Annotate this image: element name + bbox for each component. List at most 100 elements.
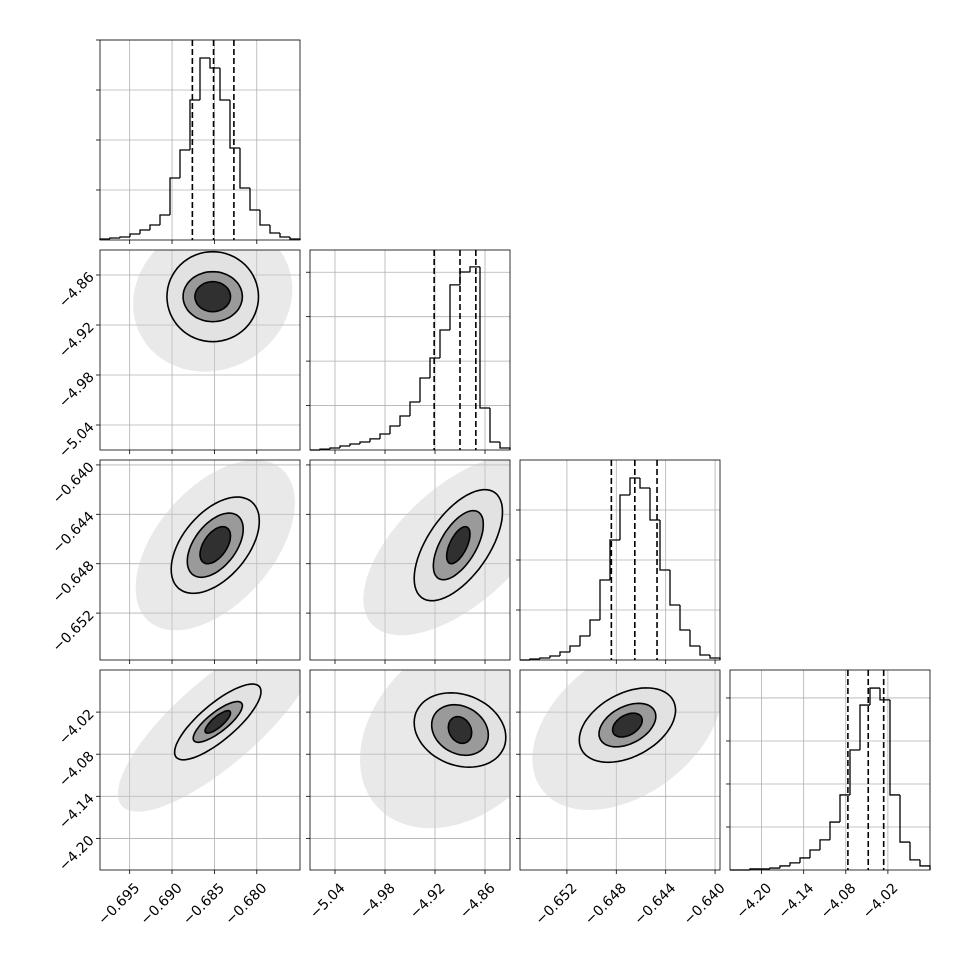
hist-bin	[429, 357, 440, 378]
x-tick-label: −4.20	[734, 880, 776, 922]
density	[360, 670, 510, 829]
contour	[447, 715, 473, 745]
hist-bin	[439, 329, 450, 358]
x-tick-label: −0.652	[533, 880, 581, 928]
hist-bin	[699, 646, 710, 656]
hist-bin	[689, 630, 700, 647]
y-tick-label: −4.92	[56, 319, 98, 361]
hist-bin	[339, 445, 350, 448]
hist-bin	[239, 148, 250, 189]
hist-bin	[649, 488, 660, 521]
density	[117, 670, 300, 812]
hist-bin	[819, 839, 830, 850]
hist-bin	[499, 442, 511, 450]
hist-bin	[659, 520, 670, 571]
hist-bin	[489, 408, 500, 443]
x-tick-label: −0.640	[681, 880, 729, 928]
hist-bin	[359, 441, 370, 444]
hist-bin	[669, 570, 680, 606]
density	[133, 250, 293, 372]
hist-bin	[139, 229, 150, 234]
contour	[194, 280, 232, 313]
x-tick-label: −0.648	[582, 880, 630, 928]
hist-bin	[569, 645, 580, 652]
hist-bin	[399, 415, 410, 426]
hist-bin	[449, 284, 460, 330]
x-tick-label: −4.08	[818, 880, 860, 922]
y-tick-label: −5.04	[56, 419, 98, 461]
panel-frame	[729, 669, 931, 871]
hist-bin	[409, 401, 420, 416]
contour	[199, 525, 232, 565]
x-tick-label: −4.92	[407, 880, 449, 922]
y-tick-label: −4.08	[56, 749, 98, 791]
contour	[445, 525, 471, 565]
hist-bin	[899, 794, 910, 843]
hist-bin	[869, 687, 880, 706]
hist-bin	[579, 635, 590, 646]
hist-bin	[629, 477, 640, 495]
hist-bin	[419, 377, 430, 402]
hist-bin	[269, 225, 280, 234]
y-tick-label: −0.644	[50, 509, 98, 557]
hist-bin	[179, 149, 190, 178]
hist-bin	[379, 433, 390, 439]
hist-bin	[559, 651, 570, 656]
panel-frame	[99, 459, 301, 661]
y-tick-label: −4.20	[56, 833, 98, 875]
x-tick-label: −4.86	[457, 880, 499, 922]
hist-bin	[159, 214, 170, 225]
hist-bin	[479, 266, 490, 409]
hist-bin	[679, 605, 690, 631]
density	[135, 460, 295, 631]
hist-bin	[109, 237, 120, 239]
x-tick-label: −4.02	[860, 880, 902, 922]
hist-bin	[349, 443, 360, 446]
hist-bin	[199, 57, 210, 100]
panel-frame	[99, 669, 301, 871]
hist-bin	[809, 849, 820, 858]
hist-bin	[189, 99, 200, 150]
hist-bin	[829, 821, 840, 840]
hist-bin	[459, 271, 470, 285]
hist-bin	[769, 867, 780, 869]
hist-bin	[549, 655, 560, 658]
x-tick-label: −0.685	[180, 880, 228, 928]
hist-bin	[129, 233, 140, 237]
y-tick-label: −4.02	[56, 706, 98, 748]
hist-bin	[389, 425, 400, 434]
hist-bin	[879, 688, 890, 701]
hist-bin	[919, 859, 931, 870]
hist-bin	[639, 478, 650, 489]
density	[363, 460, 510, 636]
hist-bin	[279, 233, 290, 238]
density	[532, 670, 720, 810]
y-tick-label: −4.98	[56, 369, 98, 411]
y-tick-label: −0.648	[50, 558, 98, 606]
contour	[611, 712, 643, 738]
hist-bin	[799, 857, 810, 863]
x-tick-label: −0.644	[631, 880, 679, 928]
panel-frame	[309, 459, 511, 661]
hist-bin	[909, 842, 920, 861]
panel-frame	[309, 669, 511, 871]
hist-bin	[539, 657, 550, 659]
hist-bin	[469, 266, 480, 272]
hist-bin	[789, 862, 800, 866]
hist-bin	[589, 619, 600, 636]
hist-bin	[169, 177, 180, 215]
panel-frame	[99, 249, 301, 451]
hist-bin	[219, 68, 230, 101]
hist-bin	[259, 210, 270, 226]
hist-bin	[849, 749, 860, 795]
hist-bin	[369, 438, 380, 442]
contour	[204, 709, 232, 734]
hist-bin	[329, 447, 340, 450]
hist-bin	[249, 188, 260, 211]
hist-bin	[889, 699, 900, 796]
x-tick-label: −5.04	[307, 880, 349, 922]
x-tick-label: −4.98	[357, 880, 399, 922]
panel-frame	[99, 39, 301, 241]
x-tick-label: −0.680	[222, 880, 270, 928]
x-tick-label: −4.14	[776, 880, 818, 922]
